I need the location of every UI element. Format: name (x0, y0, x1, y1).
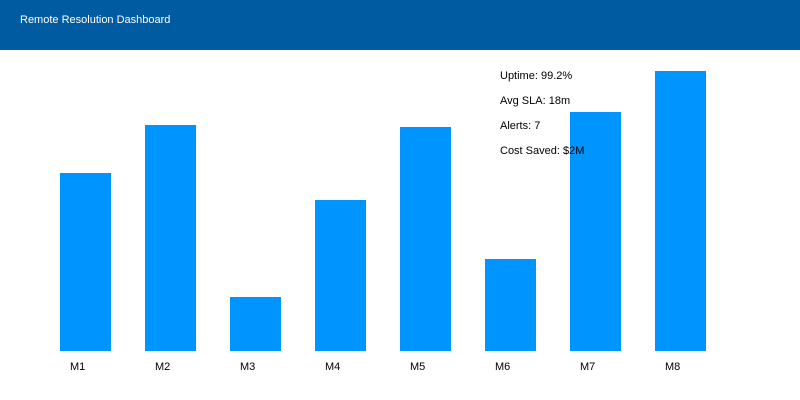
kpi-avg-sla: Avg SLA: 18m (500, 95, 571, 107)
bar-m8 (655, 71, 706, 351)
bar-m3 (230, 297, 281, 351)
x-tick-label: M4 (325, 361, 340, 373)
kpi-cost-saved: Cost Saved: $2M (500, 145, 585, 157)
page-title: Remote Resolution Dashboard (20, 14, 171, 26)
x-tick-label: M2 (155, 361, 170, 373)
x-tick-label: M3 (240, 361, 255, 373)
bar-m4 (315, 200, 366, 351)
x-tick-label: M1 (70, 361, 85, 373)
bar-m1 (60, 173, 111, 351)
kpi-uptime: Uptime: 99.2% (500, 70, 573, 82)
x-tick-label: M8 (665, 361, 680, 373)
bar-m6 (485, 259, 536, 351)
x-tick-label: M6 (495, 361, 510, 373)
bar-m2 (145, 125, 196, 351)
bar-m5 (400, 127, 451, 351)
x-tick-label: M5 (410, 361, 425, 373)
x-tick-label: M7 (580, 361, 595, 373)
header-bar: Remote Resolution Dashboard (0, 0, 800, 50)
kpi-alerts: Alerts: 7 (500, 120, 541, 132)
bar-m7 (570, 112, 621, 351)
